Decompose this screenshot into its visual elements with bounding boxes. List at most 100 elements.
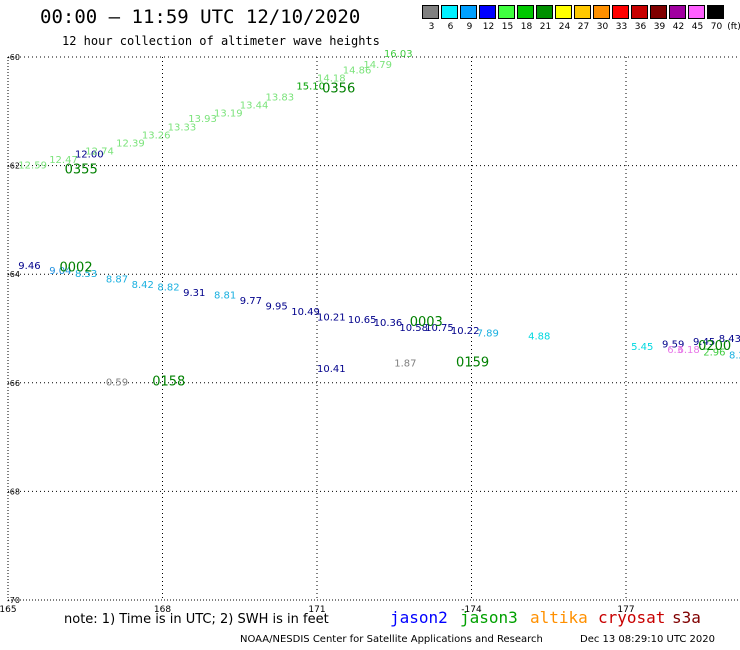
lon-tick-165: 165 — [0, 605, 17, 615]
scale-swatch-15 — [498, 5, 515, 19]
swh-value-label: 14.18 — [317, 73, 346, 84]
map-tick-labels: 165 168 171 -174 177 -60 -62 -64 -66 -68 -70 — [0, 53, 635, 615]
lon-tick-177: 177 — [617, 605, 634, 615]
scale-swatch-36 — [631, 5, 648, 19]
swh-value-label: 13.33 — [168, 122, 197, 133]
track-0355-0356: 12.59 12.4712.0012.7412.3913.2613.3313.93… — [18, 49, 412, 178]
swh-value-label: 10.41 — [317, 364, 346, 375]
scale-swatch-27 — [574, 5, 591, 19]
scale-label-30: 30 — [596, 22, 609, 32]
lon-tick--174: -174 — [461, 605, 482, 615]
swh-value-label: 14.86 — [343, 65, 372, 76]
scale-swatch-39 — [650, 5, 667, 19]
lon-tick-171: 171 — [308, 605, 325, 615]
swh-value-label: 10.75 — [425, 323, 454, 334]
swh-value-label: 10.65 — [348, 315, 377, 326]
swh-value-label: 9.45 — [693, 337, 715, 348]
swh-value-label: 9.04 — [49, 266, 71, 277]
pass-time-label: 0003 — [410, 315, 443, 330]
swh-value-label: 8.87 — [106, 274, 128, 285]
swh-value-label: 1.87 — [394, 359, 416, 370]
swh-value-label: 6.18 — [678, 345, 700, 356]
scale-swatch-45 — [688, 5, 705, 19]
lat-tick--70: -70 — [7, 596, 20, 605]
swh-value-label: 8.42 — [132, 280, 154, 291]
scale-swatch-33 — [612, 5, 629, 19]
scale-unit-label: (ft) — [727, 22, 740, 32]
scale-label-24: 24 — [558, 22, 571, 32]
swh-value-label: 7.89 — [477, 329, 499, 340]
track-east: 5.459.596.189.452.968.439.908.2710.2910.… — [631, 334, 740, 361]
scale-label-33: 33 — [615, 22, 628, 32]
lat-tick--60: -60 — [7, 53, 20, 62]
map-grid — [7, 56, 740, 601]
swh-value-label: 13.19 — [214, 109, 243, 120]
swh-value-label: 10.21 — [317, 312, 346, 323]
track-0159: 10.41 1.87 0159 — [317, 356, 489, 375]
swh-value-label: 13.93 — [188, 114, 217, 125]
scale-label-70: 70 — [710, 22, 723, 32]
swh-value-label: 8.82 — [157, 282, 179, 293]
scale-label-15: 15 — [501, 22, 514, 32]
swh-value-label: 13.83 — [266, 92, 295, 103]
swh-value-label: 9.95 — [266, 301, 288, 312]
scale-swatch-70 — [707, 5, 724, 19]
swh-value-label: 0.59 — [106, 378, 128, 389]
track-0002-0003: 9.46 9.04 8.53 8.87 8.42 8.82 9.31 8.81 9.77 9.95… — [18, 260, 550, 342]
scale-swatch-3 — [422, 5, 439, 19]
pass-time-label: 0200 — [698, 339, 731, 354]
scale-swatch-18 — [517, 5, 534, 19]
swh-value-label: 10.58 — [399, 323, 428, 334]
track-0158: 0.59 0158 — [106, 375, 185, 390]
satellite-cryosat: cryosat — [598, 608, 666, 627]
lat-tick--66: -66 — [7, 379, 20, 388]
swh-value-label: 12.59 — [18, 160, 47, 171]
scale-label-12: 12 — [482, 22, 495, 32]
scale-swatch-9 — [460, 5, 477, 19]
map-subtitle: 12 hour collection of altimeter wave hei… — [62, 34, 380, 48]
scale-label-6: 6 — [447, 22, 454, 32]
swh-value-label: 6.3 — [667, 345, 683, 356]
swh-value-label: 12.39 — [116, 139, 145, 150]
satellite-jason2: jason2 — [390, 608, 448, 627]
swh-value-label: 16.03 — [384, 49, 413, 60]
swh-value-label: 10.36 — [374, 318, 403, 329]
scale-swatch-24 — [555, 5, 572, 19]
pass-time-label: 0355 — [65, 163, 98, 178]
swh-value-label: 14.79 — [363, 60, 392, 71]
swh-value-label: 8.43 — [719, 334, 740, 345]
swh-value-label: 10.49 — [291, 307, 320, 318]
satellite-s3a: s3a — [672, 608, 701, 627]
scale-swatch-42 — [669, 5, 686, 19]
swh-value-label: 4.88 — [528, 331, 550, 342]
wave-height-marks: 12.59 12.4712.0012.7412.3913.2613.3313.93… — [18, 49, 740, 390]
scale-label-9: 9 — [466, 22, 473, 32]
swh-value-label: 12.00 — [75, 149, 104, 160]
pass-time-label: 0158 — [152, 375, 185, 390]
scale-label-42: 42 — [672, 22, 685, 32]
credit-text: NOAA/NESDIS Center for Satellite Applica… — [240, 634, 543, 645]
swh-value-label: 13.44 — [240, 101, 269, 112]
footer-note: note: 1) Time is in UTC; 2) SWH is in fe… — [64, 612, 329, 627]
swh-value-label: 9.31 — [183, 288, 205, 299]
swh-value-label: 8.53 — [75, 269, 97, 280]
swh-value-label: 9.77 — [240, 296, 262, 307]
lat-tick--64: -64 — [7, 270, 20, 279]
swh-value-label: 9.46 — [18, 261, 40, 272]
swh-value-label: 8.81 — [214, 291, 236, 302]
pass-time-label: 0159 — [456, 356, 489, 371]
satellite-jason3: jason3 — [460, 608, 518, 627]
swh-value-label: 13.26 — [142, 130, 171, 141]
lat-tick--62: -62 — [7, 162, 20, 171]
scale-label-18: 18 — [520, 22, 533, 32]
scale-label-39: 39 — [653, 22, 666, 32]
map-title: 00:00 – 11:59 UTC 12/10/2020 — [40, 6, 361, 28]
scale-swatch-6 — [441, 5, 458, 19]
swh-value-label: 9.59 — [662, 340, 684, 351]
swh-value-label: 12.74 — [85, 147, 114, 158]
generated-timestamp: Dec 13 08:29:10 UTC 2020 — [580, 634, 715, 645]
swh-value-label: 10.22 — [451, 326, 480, 337]
swh-value-label: 8.27 — [729, 350, 740, 361]
scale-label-27: 27 — [577, 22, 590, 32]
